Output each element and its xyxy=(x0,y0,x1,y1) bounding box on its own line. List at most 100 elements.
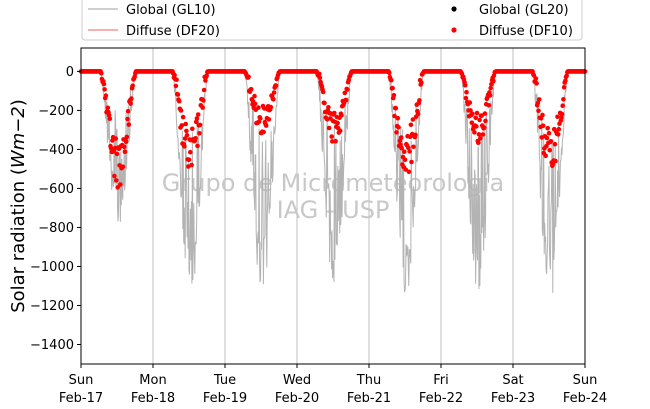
y-axis: 0 −200 −400 −600 −800 −1000 −1200 −1400 xyxy=(30,65,81,353)
diffuse-point xyxy=(326,125,332,131)
diffuse-point xyxy=(195,112,201,117)
diffuse-point xyxy=(481,125,487,130)
diffuse-point xyxy=(540,123,546,128)
diffuse-point xyxy=(121,144,127,150)
diffuse-point xyxy=(184,128,189,134)
diffuse-point xyxy=(108,146,114,151)
legend: Global (GL10) Diffuse (DF20) Global (GL2… xyxy=(81,0,583,41)
diffuse-point xyxy=(463,95,469,101)
plot-frame xyxy=(80,47,586,365)
diffuse-point xyxy=(545,125,550,131)
diffuse-point xyxy=(536,108,541,114)
diffuse-point xyxy=(469,120,475,125)
diffuse-point xyxy=(413,132,418,138)
y-tick-label: −400 xyxy=(38,143,74,158)
diffuse-point xyxy=(417,98,422,103)
x-tick-label-day: Sun xyxy=(69,373,94,388)
diffuse-point xyxy=(547,147,552,153)
diffuse-point xyxy=(392,113,397,119)
diffuse-point xyxy=(200,105,205,110)
diffuse-point xyxy=(330,139,335,144)
diffuse-point xyxy=(174,77,179,82)
diffuse-point xyxy=(258,116,263,121)
diffuse-point xyxy=(552,141,558,147)
diffuse-point xyxy=(193,119,199,125)
diffuse-point xyxy=(533,76,539,81)
diffuse-point xyxy=(396,125,401,130)
diffuse-point xyxy=(550,161,556,167)
diffuse-point xyxy=(122,149,128,154)
plot-area: Grupo de Micrometeorologia IAG - USP xyxy=(78,47,588,365)
diffuse-point xyxy=(317,75,323,80)
diffuse-point xyxy=(335,120,340,126)
diffuse-point xyxy=(263,123,269,128)
diffuse-point xyxy=(252,101,258,107)
diffuse-point xyxy=(398,135,404,140)
diffuse-point xyxy=(184,133,190,138)
diffuse-point xyxy=(271,90,277,95)
diffuse-point xyxy=(345,87,350,92)
diffuse-point xyxy=(125,108,131,114)
diffuse-point xyxy=(563,78,568,84)
diffuse-point xyxy=(488,85,494,91)
diffuse-point xyxy=(553,158,558,164)
diffuse-point xyxy=(333,139,338,144)
x-tick-label-day: Sun xyxy=(573,373,598,388)
x-tick-label-date: Feb-20 xyxy=(275,391,319,406)
diffuse-point xyxy=(561,97,566,102)
diffuse-point xyxy=(468,108,473,113)
diffuse-point xyxy=(391,92,397,98)
diffuse-point xyxy=(114,178,119,183)
diffuse-point xyxy=(407,149,412,154)
diffuse-point xyxy=(491,78,496,84)
diffuse-point xyxy=(123,139,129,145)
diffuse-point xyxy=(394,130,399,135)
diffuse-point xyxy=(201,98,206,103)
diffuse-point xyxy=(476,132,482,137)
diffuse-point xyxy=(120,164,126,170)
diffuse-point xyxy=(398,142,403,147)
diffuse-point xyxy=(535,100,541,106)
series-diffuse-df10 xyxy=(78,69,588,190)
diffuse-point xyxy=(546,130,552,136)
diffuse-point xyxy=(555,114,560,120)
diffuse-point xyxy=(543,153,548,159)
y-axis-label-suffix: ) xyxy=(8,99,29,106)
y-axis-label: Solar radiation (Wm−2) xyxy=(8,99,29,313)
diffuse-point xyxy=(476,140,481,146)
diffuse-point xyxy=(406,169,412,175)
x-tick-label-date: Feb-23 xyxy=(491,391,535,406)
diffuse-point xyxy=(102,87,107,92)
x-tick-label-date: Feb-21 xyxy=(347,391,391,406)
x-axis: Sun Feb-17 Mon Feb-18 Tue Feb-19 Wed Feb-20 Thu F… xyxy=(59,364,607,406)
x-tick-label-day: Thu xyxy=(356,373,381,388)
diffuse-point xyxy=(173,83,179,89)
diffuse-point xyxy=(339,112,344,118)
diffuse-point xyxy=(125,116,130,122)
diffuse-point xyxy=(114,151,120,157)
diffuse-point xyxy=(113,136,118,141)
y-axis-label-unit: Wm−2 xyxy=(8,106,29,168)
diffuse-point xyxy=(483,118,488,124)
diffuse-point xyxy=(408,122,414,128)
diffuse-point xyxy=(128,101,133,106)
diffuse-point xyxy=(399,145,405,151)
diffuse-point xyxy=(419,80,424,85)
diffuse-point xyxy=(248,86,254,92)
diffuse-point xyxy=(332,110,337,116)
diffuse-point xyxy=(266,117,272,122)
y-tick-label: 0 xyxy=(66,65,74,80)
diffuse-point xyxy=(560,103,565,108)
y-tick-label: −600 xyxy=(38,182,74,197)
diffuse-point xyxy=(317,71,322,77)
x-tick-label-day: Mon xyxy=(139,373,166,388)
diffuse-point xyxy=(105,105,111,111)
diffuse-point xyxy=(479,113,484,118)
x-tick-label-date: Feb-22 xyxy=(419,391,463,406)
diffuse-point xyxy=(402,149,407,154)
diffuse-point xyxy=(101,81,107,87)
diffuse-point xyxy=(540,112,545,118)
diffuse-point xyxy=(179,123,185,128)
diffuse-point xyxy=(273,83,279,88)
watermark-line2: IAG - USP xyxy=(277,196,390,224)
